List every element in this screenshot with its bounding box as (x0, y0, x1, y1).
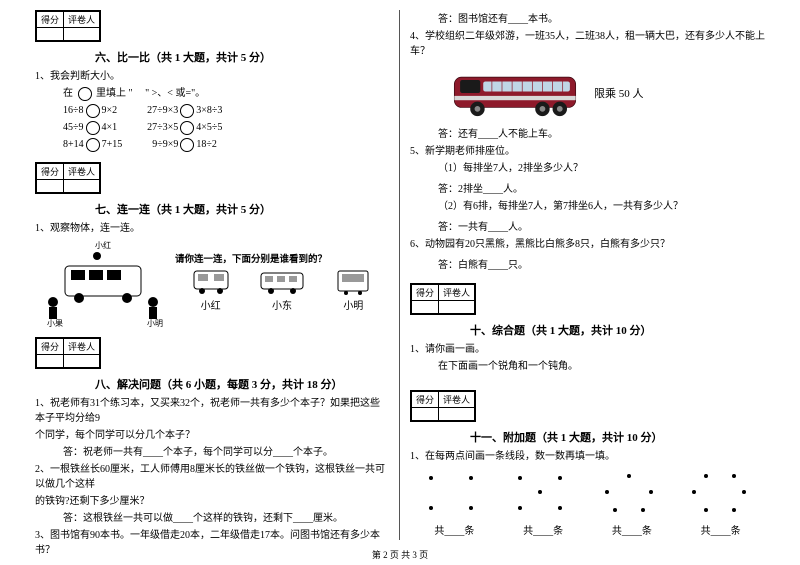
section-6-title: 六、比一比（共 1 大题，共计 5 分） (95, 49, 389, 65)
a8-3: 答：图书馆还有____本书。 (438, 12, 765, 27)
a8-5-2: 答：一共有____人。 (438, 220, 765, 235)
svg-text:小红: 小红 (95, 240, 111, 250)
section-11-title: 十一、附加题（共 1 大题，共计 10 分） (470, 429, 765, 445)
van-front-icon (188, 269, 234, 295)
q8-4: 4、学校组织二年级郊游，一班35人，二班38人，租一辆大巴，还有多少人不能上车？ (410, 29, 765, 59)
a8-6: 答：白熊有____只。 (438, 258, 765, 273)
van-label: 小东 (272, 297, 292, 312)
q8-5: 5、新学期老师排座位。 (410, 144, 765, 159)
grader-label: 评卷人 (64, 12, 100, 28)
q10-1: 1、请你画一画。 (410, 342, 765, 357)
a8-1: 答：祝老师一共有____个本子，每个同学可以分____个本子。 (63, 445, 389, 460)
bus-figure: 限乘 50 人 (450, 63, 765, 123)
score-box-7: 得分评卷人 (35, 162, 101, 194)
dot-group-4 (686, 470, 756, 520)
connect-header: 请你连一连，下面分别是谁看到的？ (175, 251, 389, 265)
dots-row (410, 470, 765, 520)
section-10-title: 十、综合题（共 1 大题，共计 10 分） (470, 322, 765, 338)
score-box-10: 得分评卷人 (410, 283, 476, 315)
q8-2b: 的铁钩?还剩下多少厘米？ (35, 494, 389, 509)
fill-row: 共____条 共____条 共____条 共____条 (410, 522, 765, 537)
van-label: 小红 (201, 297, 221, 312)
fill-blank: 共____条 (612, 522, 652, 537)
bus-icon (450, 63, 580, 123)
q7-1: 1、观察物体，连一连。 (35, 221, 389, 236)
dot-group-3 (597, 470, 667, 520)
scene-svg: 小红 小果 小明 (35, 238, 175, 328)
bus-capacity: 限乘 50 人 (594, 85, 644, 101)
dot-group-2 (508, 470, 578, 520)
q10-1b: 在下面画一个锐角和一个钝角。 (438, 359, 765, 374)
compare-grid: 16÷89×2 27÷9×33×8÷3 45÷94×1 27÷3×54×5÷5 … (63, 103, 389, 152)
q8-1a: 1、祝老师有31个练习本，又买来32个，祝老师一共有多少个本子？如果把这些本子平… (35, 396, 389, 426)
q6-instr: 在 里填上 " " >、< 或="。 (63, 86, 389, 101)
section-8-title: 八、解决问题（共 6 小题，每题 3 分，共计 18 分） (95, 376, 389, 392)
q11-1: 1、在每两点间画一条线段，数一数再填一填。 (410, 449, 765, 464)
dot-group-1 (419, 470, 489, 520)
svg-text:小果: 小果 (47, 319, 63, 328)
q8-1b: 个同学，每个同学可以分几个本子？ (35, 428, 389, 443)
section-7-title: 七、连一连（共 1 大题，共计 5 分） (95, 201, 389, 217)
van-label: 小明 (343, 297, 363, 312)
van-side-icon (259, 269, 305, 295)
score-box-6: 得分 评卷人 (35, 10, 101, 42)
q8-5-2: （2）有6排，每排坐7人，第7排坐6人，一共有多少人？ (438, 199, 765, 214)
q8-5-1: （1）每排坐7人，2排坐多少人？ (438, 161, 765, 176)
fill-blank: 共____条 (523, 522, 563, 537)
van-back-icon (330, 269, 376, 295)
left-column: 得分 评卷人 六、比一比（共 1 大题，共计 5 分） 1、我会判断大小。 在 … (25, 10, 400, 540)
right-column: 答：图书馆还有____本书。 4、学校组织二年级郊游，一班35人，二班38人，租… (400, 10, 775, 540)
a8-4: 答：还有____人不能上车。 (438, 127, 765, 142)
page-footer: 第 2 页 共 3 页 (0, 548, 800, 561)
q6-1: 1、我会判断大小。 (35, 69, 389, 84)
a8-2: 答：这根铁丝一共可以做____个这样的铁钩，还剩下____厘米。 (63, 511, 389, 526)
observe-scene: 小红 小果 小明 请你连一连，下面分别是谁看到的？ (35, 238, 389, 331)
score-box-11: 得分评卷人 (410, 390, 476, 422)
svg-text:小明: 小明 (147, 319, 163, 328)
score-label: 得分 (37, 12, 64, 28)
q8-2a: 2、一根铁丝长60厘米，工人师傅用8厘米长的铁丝做一个铁钩，这根铁丝一共可以做几… (35, 462, 389, 492)
score-box-8: 得分评卷人 (35, 337, 101, 369)
fill-blank: 共____条 (434, 522, 474, 537)
q8-6: 6、动物园有20只黑熊，黑熊比白熊多8只，白熊有多少只？ (410, 237, 765, 252)
fill-blank: 共____条 (701, 522, 741, 537)
a8-5-1: 答：2排坐____人。 (438, 182, 765, 197)
